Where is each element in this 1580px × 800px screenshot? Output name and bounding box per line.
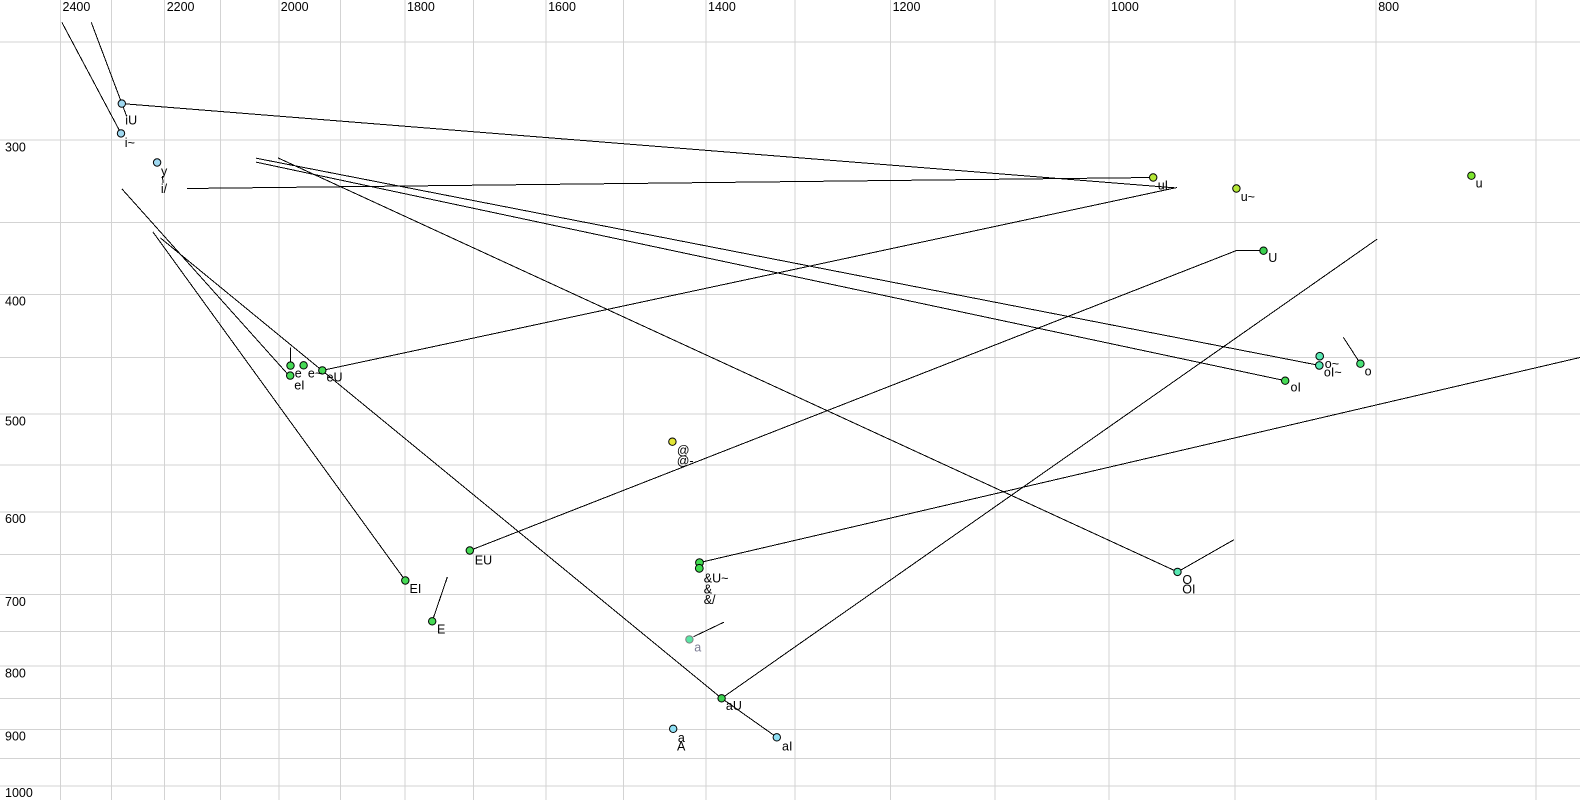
svg-text:EI: EI (410, 582, 422, 596)
svg-text:a: a (678, 731, 685, 745)
svg-text:1000: 1000 (5, 786, 33, 800)
svg-text:O: O (1182, 573, 1192, 587)
svg-text:1200: 1200 (893, 0, 921, 14)
svg-text:400: 400 (5, 295, 26, 309)
svg-text:o: o (1365, 365, 1372, 379)
svg-text:e~: e~ (308, 367, 322, 381)
svg-text:800: 800 (5, 666, 26, 680)
svg-text:300: 300 (5, 140, 26, 154)
svg-text:aU: aU (726, 699, 742, 713)
svg-text:oI~: oI~ (1324, 366, 1342, 380)
svg-text:900: 900 (5, 730, 26, 744)
svg-text:aI: aI (782, 739, 792, 753)
svg-text:1800: 1800 (407, 0, 435, 14)
svg-text:u: u (1476, 177, 1483, 191)
svg-text:a: a (694, 640, 701, 654)
svg-text:A: A (677, 739, 686, 753)
svg-text:U: U (1268, 251, 1277, 265)
svg-text:EU: EU (475, 554, 492, 568)
svg-text:2200: 2200 (167, 0, 195, 14)
svg-text:e: e (295, 367, 302, 381)
svg-text:uI: uI (1158, 179, 1168, 193)
svg-text:1600: 1600 (548, 0, 576, 14)
svg-text:1400: 1400 (708, 0, 736, 14)
svg-text:700: 700 (5, 595, 26, 609)
svg-text:eU: eU (327, 371, 343, 385)
svg-text:@: @ (677, 444, 690, 458)
svg-text:E: E (437, 622, 445, 636)
svg-text:&U~: &U~ (704, 572, 729, 586)
svg-text:i/: i/ (161, 182, 168, 196)
svg-text:y: y (161, 165, 168, 179)
svg-text:eI: eI (294, 379, 304, 393)
svg-text:2000: 2000 (281, 0, 309, 14)
svg-text:o~: o~ (1325, 357, 1339, 371)
svg-text:&/: &/ (704, 593, 716, 607)
svg-text:2400: 2400 (63, 0, 91, 14)
svg-text:i~: i~ (125, 136, 135, 150)
svg-text:1000: 1000 (1111, 0, 1139, 14)
svg-text:800: 800 (1378, 0, 1399, 14)
svg-text:600: 600 (5, 512, 26, 526)
svg-text:iU: iU (125, 114, 137, 128)
svg-text:500: 500 (5, 414, 26, 428)
svg-text:u~: u~ (1241, 190, 1255, 204)
svg-text:oI: oI (1291, 381, 1301, 395)
svg-text:@-: @- (677, 454, 694, 468)
svg-text:&: & (704, 583, 713, 597)
svg-text:OI: OI (1182, 583, 1195, 597)
